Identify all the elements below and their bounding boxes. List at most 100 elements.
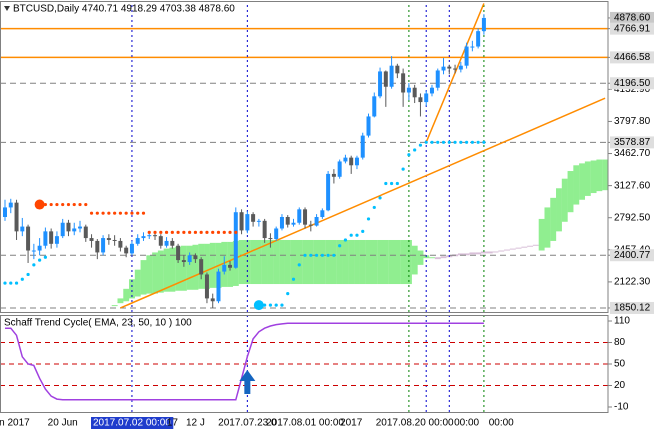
level-label: 4766.91 bbox=[614, 23, 651, 34]
level-label-box bbox=[610, 301, 654, 314]
cloud-slice bbox=[163, 248, 170, 292]
cloud-slice bbox=[307, 239, 314, 285]
cloud-slice bbox=[244, 239, 251, 285]
indicator-y-tick-label: 80 bbox=[614, 337, 626, 348]
indicator-dot bbox=[124, 211, 128, 215]
candle-body bbox=[245, 214, 250, 231]
indicator-frame bbox=[0, 315, 609, 413]
y-tick-label: 2792.50 bbox=[614, 212, 651, 223]
cloud-slice bbox=[255, 239, 262, 285]
candle-body bbox=[239, 212, 244, 231]
level-label: 4196.50 bbox=[614, 78, 651, 89]
cloud-slice bbox=[129, 279, 135, 299]
indicator-dot bbox=[372, 205, 376, 210]
candle-body bbox=[8, 202, 13, 208]
x-label-box bbox=[91, 417, 174, 429]
cloud-slice bbox=[602, 159, 608, 191]
indicator-dot bbox=[459, 140, 463, 144]
candle-body bbox=[470, 46, 475, 48]
level-label: 2400.77 bbox=[614, 250, 651, 261]
cloud-slice bbox=[152, 252, 159, 294]
cloud-slice bbox=[192, 244, 199, 290]
indicator-dot bbox=[378, 196, 382, 200]
cloud-slice bbox=[584, 161, 591, 196]
level-label-box bbox=[610, 22, 654, 35]
candle-body bbox=[256, 220, 261, 222]
cloud-slice bbox=[111, 305, 118, 307]
candle-body bbox=[424, 93, 429, 103]
cloud-slice bbox=[267, 239, 274, 285]
indicator-dot bbox=[274, 303, 278, 307]
cloud-slice bbox=[296, 239, 303, 285]
indicator-dot bbox=[170, 230, 174, 234]
indicator-dot bbox=[314, 253, 319, 257]
indicator-dot bbox=[280, 303, 284, 307]
indicator-dot bbox=[130, 211, 134, 215]
indicator-dot bbox=[424, 140, 428, 144]
cloud-slice bbox=[440, 256, 447, 259]
cloud-slice bbox=[596, 159, 603, 192]
indicator-dot bbox=[384, 181, 388, 186]
candle-body bbox=[193, 255, 198, 260]
cloud-slice bbox=[504, 249, 510, 251]
indicator-y-tick-label: 110 bbox=[614, 316, 630, 327]
cloud-slice bbox=[273, 239, 280, 285]
indicator-dot bbox=[3, 281, 7, 285]
level-label: 1850.12 bbox=[614, 303, 651, 314]
cloud-slice bbox=[157, 250, 164, 293]
cloud-slice bbox=[394, 239, 401, 285]
indicator-dot bbox=[61, 202, 65, 207]
candle-body bbox=[291, 222, 296, 225]
indicator-dot bbox=[355, 233, 359, 237]
cloud-slice bbox=[429, 257, 435, 259]
indicator-dot bbox=[159, 230, 163, 234]
chart-title: BTCUSD,Daily 4740.71 4918.29 4703.38 487… bbox=[13, 4, 235, 15]
cloud-slice bbox=[469, 252, 476, 255]
x-tick-label: 00:00 bbox=[489, 418, 514, 429]
price-frame bbox=[0, 1, 609, 313]
candle-body bbox=[412, 87, 417, 98]
cloud-slice bbox=[417, 250, 424, 265]
cloud-slice bbox=[302, 239, 309, 285]
candle-body bbox=[349, 157, 354, 166]
candle-body bbox=[326, 173, 331, 211]
indicator-dot bbox=[84, 202, 88, 207]
cloud-slice bbox=[175, 246, 182, 291]
indicator-dot bbox=[309, 253, 313, 257]
cloud-slice bbox=[463, 253, 470, 256]
indicator-dot bbox=[234, 230, 238, 234]
indicator-dot bbox=[366, 217, 371, 221]
indicator-dot bbox=[326, 253, 330, 257]
indicator-y-tick-label: 20 bbox=[614, 380, 626, 391]
candle-body bbox=[147, 235, 152, 237]
indicator-dot bbox=[49, 202, 53, 207]
indicator-dot bbox=[9, 281, 13, 285]
y-tick-label: 3797.80 bbox=[614, 116, 651, 127]
candle-body bbox=[418, 97, 423, 103]
indicator-line bbox=[5, 322, 484, 401]
candle-body bbox=[228, 264, 233, 268]
cloud-slice bbox=[250, 239, 257, 285]
menu-icon bbox=[4, 6, 10, 11]
candle-body bbox=[129, 243, 134, 254]
candle-body bbox=[170, 240, 175, 246]
cloud-slice bbox=[146, 255, 153, 294]
cloud-slice bbox=[117, 298, 124, 304]
cloud-slice bbox=[180, 245, 187, 291]
candle-body bbox=[366, 116, 371, 136]
candle-body bbox=[453, 68, 458, 70]
level-label: 4466.58 bbox=[614, 52, 651, 63]
cloud-slice bbox=[532, 244, 539, 246]
candle-body bbox=[89, 238, 94, 241]
candle-body bbox=[389, 65, 394, 87]
cloud-slice bbox=[169, 247, 176, 292]
indicator-dot bbox=[34, 199, 45, 210]
indicator-dot bbox=[147, 230, 151, 234]
candle-body bbox=[372, 96, 377, 117]
cloud-slice bbox=[186, 245, 193, 290]
indicator-dot bbox=[222, 230, 226, 234]
x-tick-label: 2017.08.20 00:00 bbox=[376, 418, 454, 429]
indicator-dot bbox=[176, 230, 180, 234]
candle-body bbox=[112, 239, 117, 241]
